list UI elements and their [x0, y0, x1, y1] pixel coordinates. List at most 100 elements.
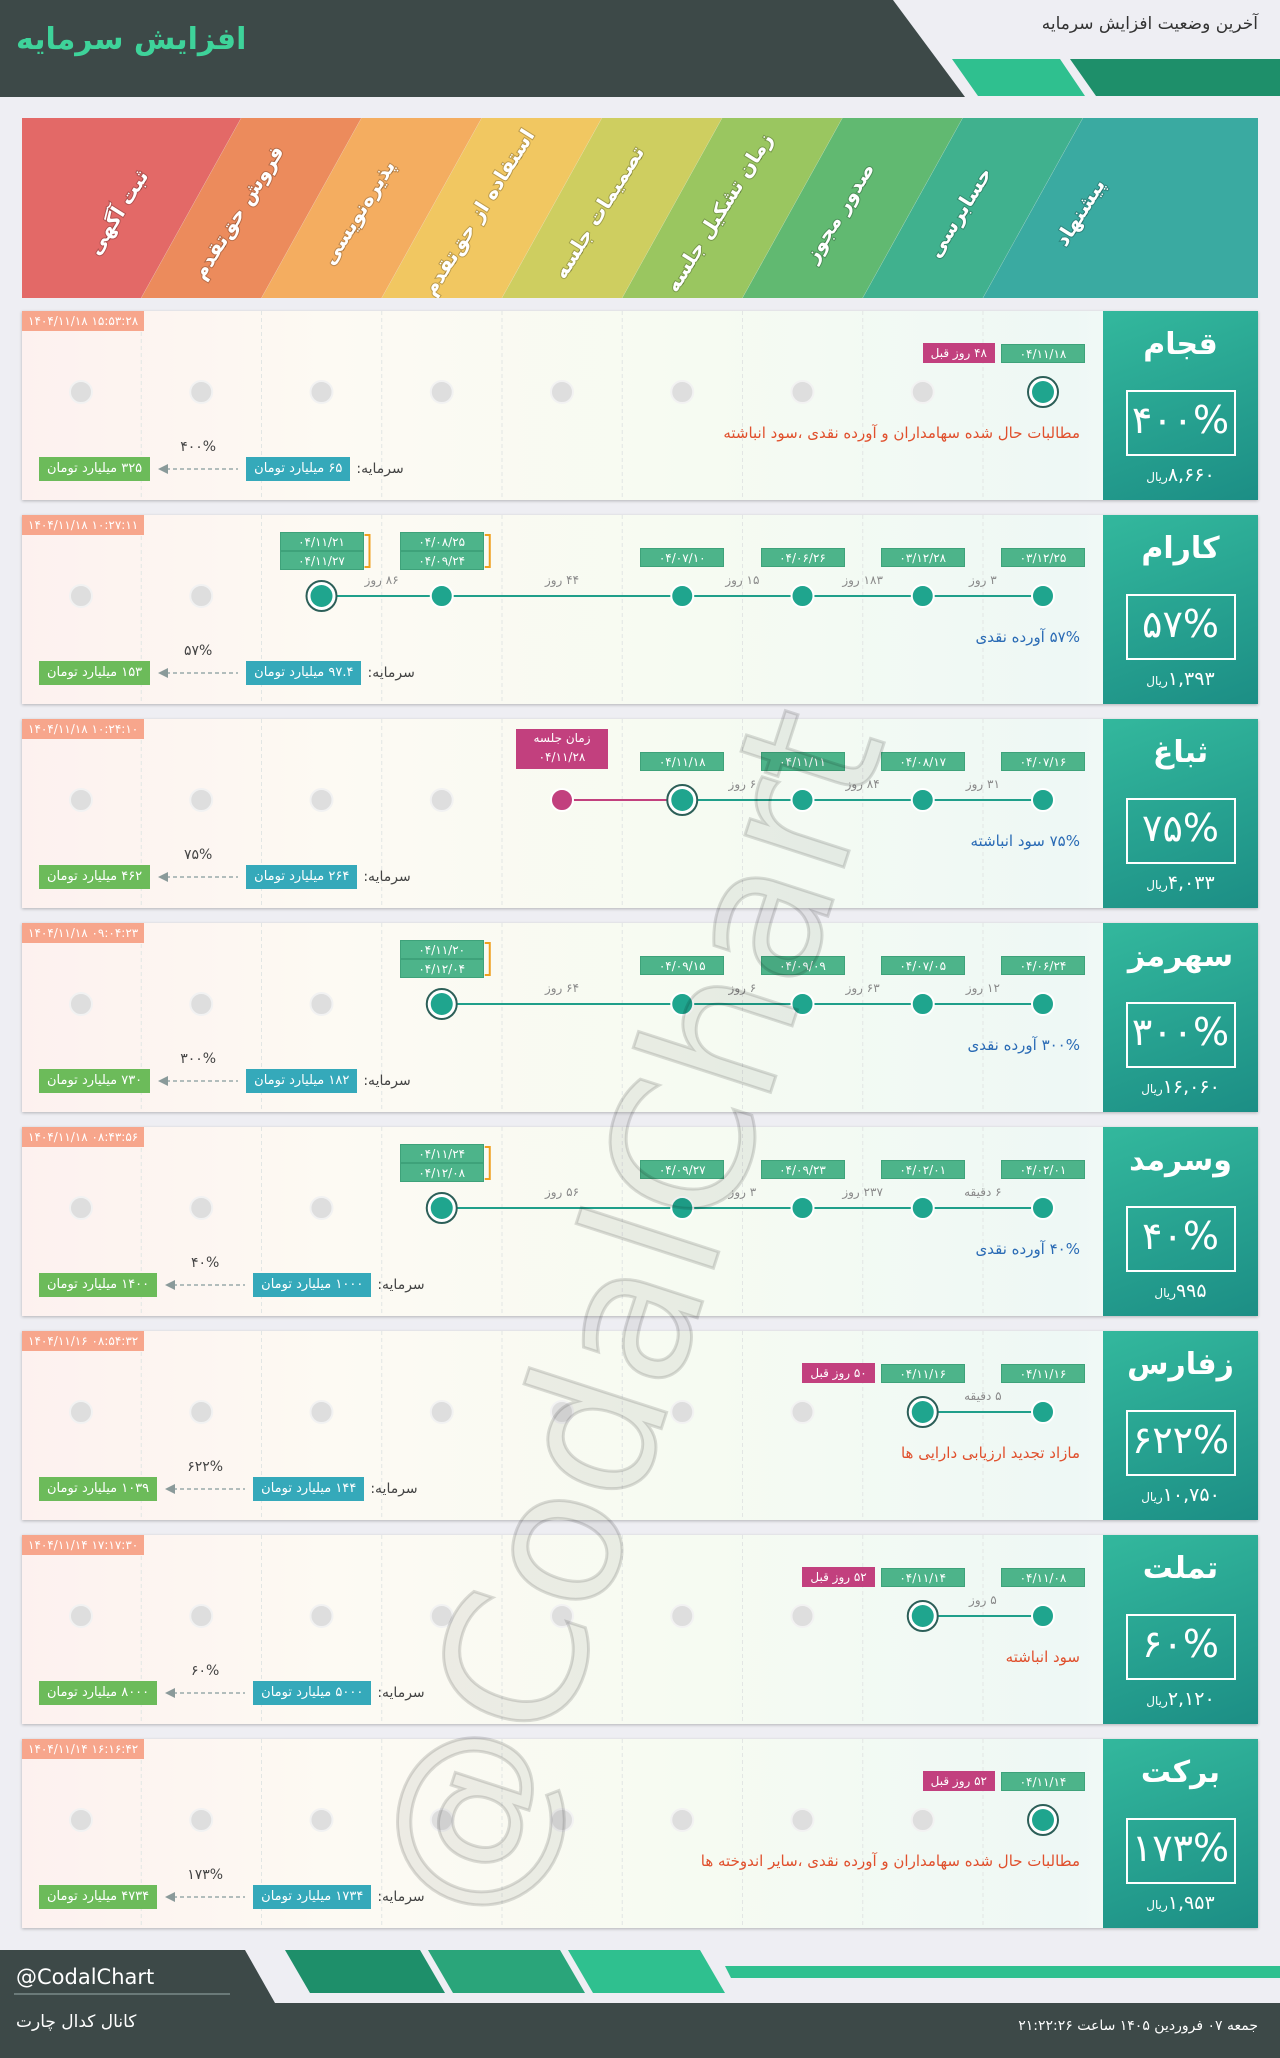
company-row: ۳ روز ۱۸۳ روز ۱۵ روز ۴۴ روز ۸۶ روز ۰۳/۱۲/۲۵ ۰۳…: [22, 515, 1258, 704]
capital-line: ۷۳۰ میلیارد تومان ۳۰۰% ۱۸۲ میلیارد تومان سر…: [39, 1051, 411, 1093]
stage-date: ۰۴/۱۱/۲۷: [279, 551, 364, 570]
meeting-title: زمان جلسه: [533, 731, 591, 745]
price-unit: ریال: [1146, 470, 1168, 484]
increase-percent: ۴۰%: [1142, 1214, 1219, 1258]
empty-stage: [670, 380, 695, 404]
stage-date: ۰۴/۰۹/۰۹: [760, 956, 845, 975]
summary-panel: کارام ۵۷% ۱,۳۹۳ریال: [1103, 515, 1258, 704]
timestamp: ۱۴۰۴/۱۱/۱۸ ۰۸:۴۳:۵۶: [22, 1127, 145, 1147]
footer-stripe: [725, 1966, 1280, 1978]
increase-arrow: ۶۰%: [163, 1663, 247, 1705]
empty-stage: [69, 1808, 93, 1832]
summary-panel: سهرمز ۳۰۰% ۱۶,۰۶۰ریال: [1103, 923, 1258, 1112]
gap-label: ۱۸۳ روز: [841, 573, 883, 588]
company-name: کارام: [1141, 531, 1220, 566]
timestamp: ۱۴۰۴/۱۱/۱۸ ۰۹:۰۴:۲۳: [22, 923, 145, 943]
company-name: سهرمز: [1127, 939, 1234, 974]
empty-stage: [309, 1400, 334, 1424]
stage-date: ۰۴/۰۹/۲۴: [399, 551, 484, 570]
company-name: زفارس: [1127, 1347, 1234, 1382]
row-graphics: ۳ روز ۱۸۳ روز ۱۵ روز ۴۴ روز ۸۶ روز: [69, 515, 1055, 704]
empty-stage: [429, 1400, 454, 1424]
stage-date: ۰۳/۱۲/۲۵: [1001, 548, 1085, 567]
new-capital: ۷۳۰ میلیارد تومان: [39, 1069, 151, 1093]
row-graphics: ۵ روز: [69, 1535, 1055, 1724]
stage-node: [1031, 584, 1055, 608]
arrow-head: [165, 1484, 176, 1494]
date-bracket: [484, 534, 491, 568]
capital-line: ۴۶۲ میلیارد تومان ۷۵% ۲۶۴ میلیارد تومان سرم…: [39, 847, 411, 889]
gap-label: ۵۶ روز: [544, 1185, 579, 1200]
price-unit: ریال: [1146, 1898, 1168, 1912]
increase-percent: ۱۷۳%: [187, 1867, 224, 1883]
timestamp: ۱۴۰۴/۱۱/۱۴ ۱۷:۱۷:۳۰: [22, 1535, 145, 1555]
percent-frame: [1126, 1614, 1236, 1680]
stage-date: ۰۴/۰۹/۲۳: [760, 1160, 845, 1179]
capital: ۶۵ میلیارد تومان: [246, 457, 351, 481]
stage-date: ۰۴/۱۱/۰۸: [1001, 1568, 1085, 1587]
company-row: ۰۴/۱۱/۱۴ ۵۲ روز قبل ۱۴۰۴/۱۱/۱۴ ۱۶:۱۶:۴۲ مطا…: [22, 1739, 1258, 1928]
price: ۹۹۵ریال: [1103, 1280, 1258, 1302]
increase-percent: ۱۷۳%: [1131, 1826, 1230, 1870]
gap-label: ۵ دقیقه: [964, 1389, 1001, 1403]
stage-band: [983, 118, 1258, 298]
increase-arrow: ۶۲۲%: [163, 1459, 247, 1501]
stage-node: [790, 584, 815, 608]
stage-band: [22, 118, 241, 298]
stage-node: [429, 584, 454, 608]
increase-percent: ۶۰%: [190, 1663, 220, 1679]
price-value: ۴,۰۳۳: [1167, 872, 1215, 894]
capital: ۹۷.۴ میلیارد تومان: [246, 661, 362, 685]
price-value: ۱۶,۰۶۰: [1162, 1076, 1220, 1098]
empty-stage: [69, 1196, 93, 1220]
stage-node: [1031, 1604, 1055, 1628]
price-value: ۱,۳۹۳: [1167, 668, 1215, 690]
capital: ۱۷۳۴ میلیارد تومان: [253, 1885, 372, 1909]
stage-band: [622, 118, 843, 298]
stage-date: ۰۴/۱۱/۱۸: [640, 752, 725, 771]
row-graphics: ۳۱ روز ۸۴ روز ۶ روز: [69, 719, 1055, 908]
price-value: ۱۰,۷۵۰: [1162, 1484, 1220, 1506]
price-unit: ریال: [1141, 1082, 1163, 1096]
stage-node: [910, 788, 935, 812]
empty-stage: [69, 380, 93, 404]
price: ۸,۶۶۰ریال: [1103, 464, 1258, 486]
capital-label: سرمایه:: [377, 1277, 425, 1293]
capital-line: ۱۴۰۰ میلیارد تومان ۴۰% ۱۰۰۰ میلیارد تومان س…: [39, 1255, 425, 1297]
capital-line: ۱۰۳۹ میلیارد تومان ۶۲۲% ۱۴۴ میلیارد تومان س…: [39, 1459, 418, 1501]
empty-stage: [189, 584, 214, 608]
description: ۷۵% سود انباشته: [970, 832, 1080, 850]
gap-label: ۸۴ روز: [845, 777, 880, 792]
footer-datetime: جمعه ۰۷ فروردین ۱۴۰۵ ساعت ۲۱:۲۲:۲۶: [1018, 2018, 1258, 2034]
stage-date: ۰۴/۱۱/۱۱: [760, 752, 845, 771]
stage-node: [910, 992, 935, 1016]
empty-stage: [550, 380, 574, 404]
header-stripe: [1070, 59, 1280, 96]
footer-graphics: [0, 1950, 1280, 2058]
price: ۱۰,۷۵۰ریال: [1103, 1484, 1258, 1506]
arrow-head: [165, 1280, 176, 1290]
footer-channel: کانال کدال چارت: [16, 2012, 137, 2032]
footer-stripe: [568, 1950, 725, 1993]
increase-percent: ۴۰۰%: [1131, 398, 1230, 442]
company-row: ۵ دقیقه ۰۴/۱۱/۱۶ ۰۴/۱۱/۱۶ ۵۰ روز قبل ۱۴۰۴/۱۱…: [22, 1331, 1258, 1520]
arrow-head: [158, 464, 169, 474]
capital: ۲۶۴ میلیارد تومان: [246, 865, 358, 889]
timestamp: ۱۴۰۴/۱۱/۱۶ ۰۸:۵۴:۳۲: [22, 1331, 145, 1351]
stage-date: ۰۴/۰۷/۰۵: [880, 956, 965, 975]
date-bracket: [484, 942, 491, 976]
company-row: ۳۱ روز ۸۴ روز ۶ روز ۰۴/۰۷/۱۶ ۰۴/۰۸/۱۷ ۰۴/۱۱/۱…: [22, 719, 1258, 908]
company-name: برکت: [1140, 1755, 1221, 1790]
description: مطالبات حال شده سهامداران و آورده نقدی ،…: [700, 1852, 1080, 1870]
price-value: ۸,۶۶۰: [1167, 464, 1215, 486]
footer-handle: @CodalChart: [16, 1965, 155, 1989]
empty-stage: [670, 1808, 695, 1832]
capital-line: ۴۷۳۴ میلیارد تومان ۱۷۳% ۱۷۳۴ میلیارد تومان…: [39, 1867, 425, 1909]
stage-band: [141, 118, 362, 298]
empty-stage: [309, 380, 334, 404]
capital-label: سرمایه:: [367, 665, 415, 681]
stage-band: [742, 118, 963, 298]
gap-label: ۶ روز: [728, 981, 757, 996]
percent-frame: [1126, 390, 1236, 456]
